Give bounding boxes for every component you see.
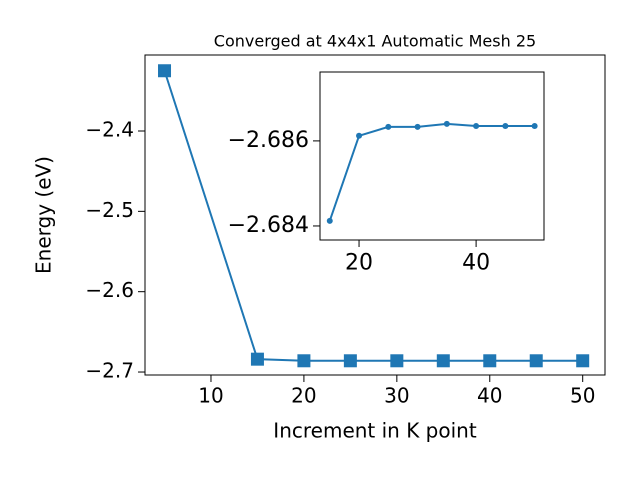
y-tick-label: −2.6 (85, 278, 134, 302)
marker (443, 120, 450, 127)
marker (250, 352, 264, 366)
marker (502, 123, 509, 130)
y-axis-label: Energy (eV) (32, 156, 56, 274)
chart-title: Converged at 4x4x1 Automatic Mesh 25 (214, 32, 536, 51)
marker (343, 354, 357, 368)
marker (385, 123, 392, 130)
x-axis-label: Increment in K point (273, 419, 477, 443)
y-tick-label: −2.5 (85, 198, 134, 222)
marker (326, 217, 333, 224)
y-tick-label: −2.684 (228, 213, 309, 238)
marker (414, 123, 421, 130)
y-tick-label: −2.686 (228, 128, 309, 153)
marker (483, 354, 497, 368)
x-tick-label: 40 (462, 251, 490, 276)
marker (390, 354, 404, 368)
x-tick-label: 20 (291, 384, 316, 408)
marker (576, 354, 590, 368)
marker (473, 123, 480, 130)
x-tick-label: 40 (477, 384, 502, 408)
x-tick-label: 50 (570, 384, 595, 408)
marker (436, 354, 450, 368)
marker (531, 123, 538, 130)
marker (529, 354, 543, 368)
x-tick-label: 10 (198, 384, 223, 408)
series-line (328, 122, 535, 222)
marker (297, 354, 311, 368)
y-tick-label: −2.4 (85, 118, 134, 142)
plot-frame (144, 54, 606, 376)
x-tick-label: 30 (384, 384, 409, 408)
plot-frame (319, 71, 545, 241)
marker (158, 64, 172, 78)
y-tick-label: −2.7 (85, 359, 134, 383)
x-tick-label: 20 (345, 251, 373, 276)
marker (356, 132, 363, 139)
